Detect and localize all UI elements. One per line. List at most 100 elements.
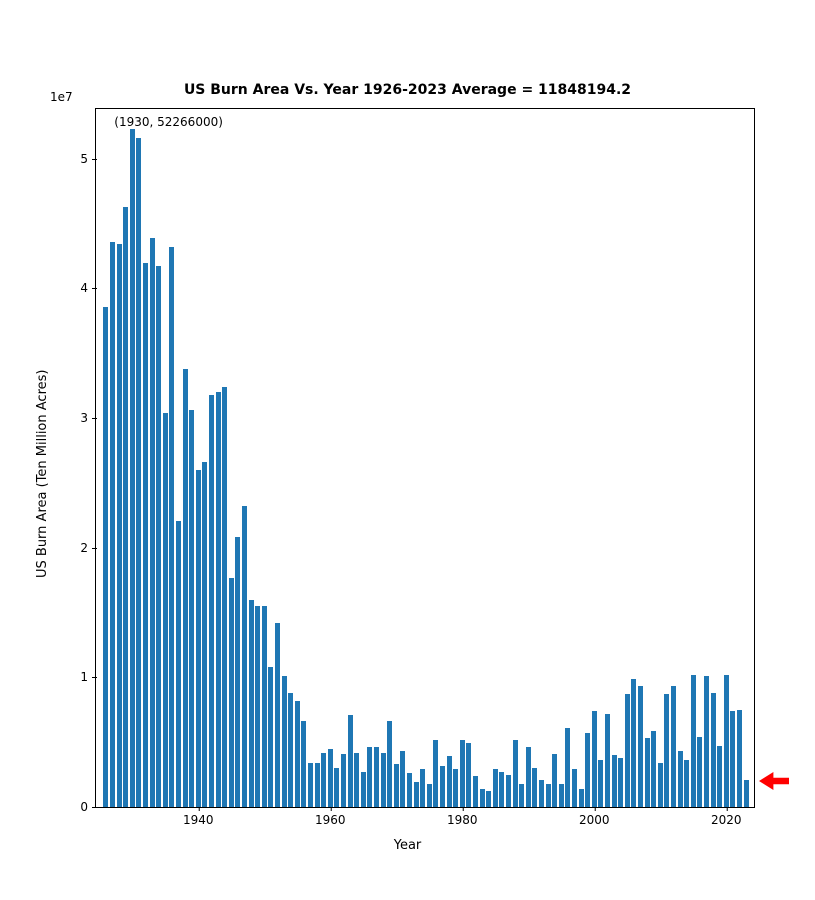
bar <box>262 606 267 807</box>
x-tick-label: 2000 <box>579 807 610 827</box>
bar <box>717 746 722 807</box>
x-tick-label: 1960 <box>315 807 346 827</box>
x-tick-label: 1940 <box>183 807 214 827</box>
y-tick-label: 5 <box>80 152 96 166</box>
bar <box>460 740 465 807</box>
bar <box>420 769 425 807</box>
bar <box>519 784 524 807</box>
bar <box>328 749 333 807</box>
bar <box>651 731 656 807</box>
y-tick-label: 3 <box>80 411 96 425</box>
bar <box>664 694 669 807</box>
x-tick-label: 2020 <box>711 807 742 827</box>
bar <box>183 369 188 807</box>
bar <box>229 578 234 807</box>
bar <box>427 784 432 807</box>
bar <box>216 392 221 807</box>
bar <box>143 263 148 807</box>
bar <box>110 242 115 807</box>
bar <box>572 769 577 807</box>
bar <box>156 266 161 807</box>
bar <box>400 751 405 807</box>
bar <box>315 763 320 807</box>
bar <box>499 772 504 807</box>
bar <box>559 784 564 807</box>
bar <box>123 207 128 807</box>
bar <box>592 711 597 807</box>
bar <box>255 606 260 807</box>
bar <box>103 307 108 807</box>
bar <box>598 760 603 807</box>
bar <box>730 711 735 807</box>
bar <box>414 782 419 807</box>
bar <box>697 737 702 807</box>
bar <box>361 772 366 807</box>
bar <box>625 694 630 807</box>
bar <box>354 753 359 807</box>
bar <box>579 789 584 807</box>
bar <box>552 754 557 807</box>
bar <box>711 693 716 807</box>
bar <box>117 244 122 807</box>
bar <box>671 686 676 807</box>
y-tick-label: 2 <box>80 541 96 555</box>
bar <box>513 740 518 807</box>
bar <box>176 521 181 807</box>
bar <box>737 710 742 807</box>
chart-title: US Burn Area Vs. Year 1926-2023 Average … <box>0 82 815 98</box>
bar <box>466 743 471 807</box>
bar <box>658 763 663 807</box>
bar <box>539 780 544 807</box>
bar <box>407 773 412 807</box>
bar <box>704 676 709 807</box>
bar <box>136 138 141 807</box>
bar <box>242 506 247 807</box>
y-tick-label: 4 <box>80 281 96 295</box>
bar <box>532 768 537 807</box>
bar <box>394 764 399 807</box>
bar <box>612 755 617 807</box>
bar <box>645 738 650 807</box>
bar <box>334 768 339 807</box>
bar <box>169 247 174 807</box>
bar <box>631 679 636 807</box>
bar <box>473 776 478 807</box>
bar <box>374 747 379 807</box>
bar <box>282 676 287 807</box>
bar <box>433 740 438 807</box>
bar <box>222 387 227 807</box>
bar <box>295 701 300 807</box>
bar <box>308 763 313 807</box>
x-tick-label: 1980 <box>447 807 478 827</box>
bar <box>493 769 498 807</box>
bar <box>348 715 353 807</box>
bar <box>381 753 386 807</box>
bar <box>202 462 207 807</box>
bar <box>638 686 643 807</box>
peak-annotation: (1930, 52266000) <box>114 115 223 129</box>
bar <box>163 413 168 807</box>
bar <box>130 129 135 807</box>
bar <box>288 693 293 807</box>
bar <box>486 791 491 807</box>
x-axis-label: Year <box>0 838 815 853</box>
bar <box>440 766 445 807</box>
bar <box>585 733 590 807</box>
plot-area: 01234519401960198020002020(1930, 5226600… <box>95 108 755 808</box>
bar <box>196 470 201 807</box>
bar <box>744 780 749 807</box>
bar <box>268 667 273 807</box>
bar <box>691 675 696 807</box>
bar <box>618 758 623 807</box>
bar <box>724 675 729 807</box>
bar <box>678 751 683 807</box>
bar <box>546 784 551 807</box>
bar <box>249 600 254 807</box>
bar <box>189 410 194 807</box>
bar <box>684 760 689 807</box>
bar <box>321 753 326 807</box>
y-sci-label: 1e7 <box>50 90 73 104</box>
bar <box>447 756 452 807</box>
bar <box>480 789 485 807</box>
bar <box>341 754 346 807</box>
